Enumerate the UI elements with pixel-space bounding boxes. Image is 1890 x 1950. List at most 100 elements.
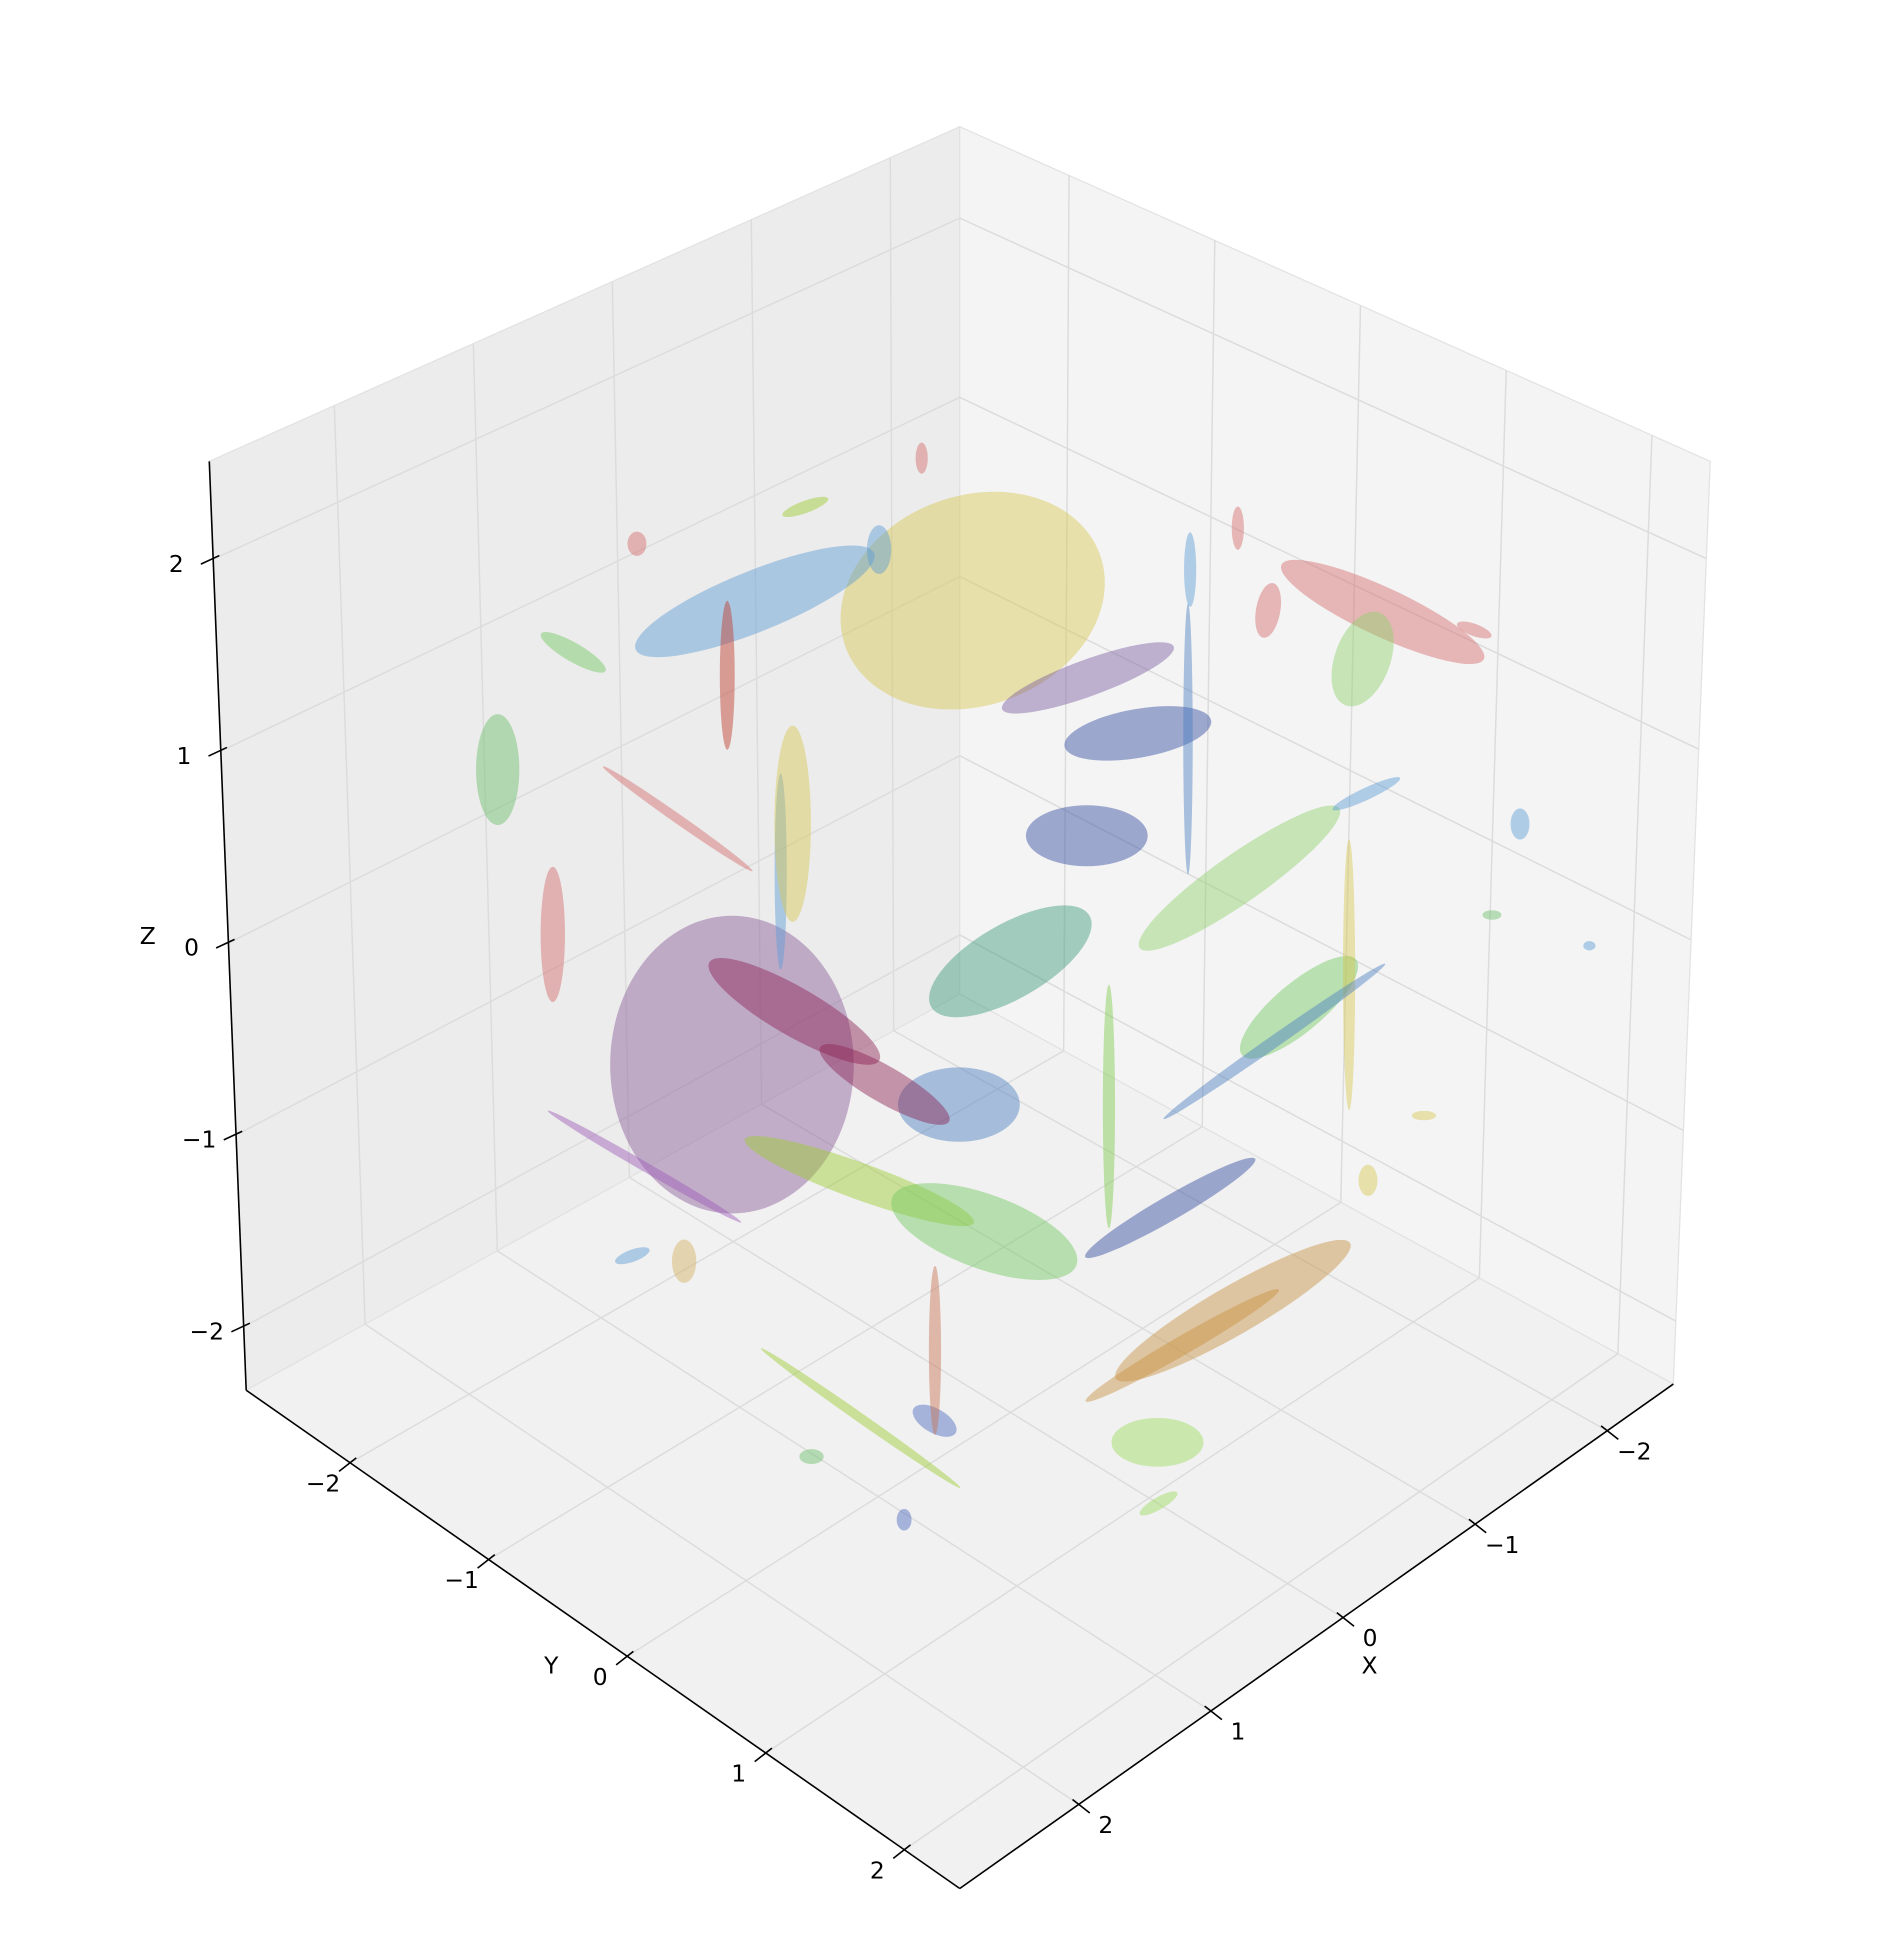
ellipse [1139,1491,1178,1516]
ellipse [1510,808,1530,840]
ellipse [744,1135,974,1227]
z-tick [215,938,235,949]
ellipse [1482,910,1502,920]
grid-line [1201,240,1216,1127]
ellipse [1358,1164,1378,1196]
grid-line [893,1030,1608,1432]
grid-line [1340,305,1362,1203]
grid-line [629,1176,1344,1619]
ellipse [774,725,811,922]
z-tick-label: 1 [176,742,191,770]
x-tick-label: −1 [1485,1531,1519,1559]
ellipse [799,1449,824,1465]
marks [476,442,1596,1531]
grid-line [761,1103,1476,1525]
ellipse [1331,611,1394,707]
y-tick [615,1650,634,1666]
x-tick [1468,1518,1487,1534]
grid-line [959,396,1700,750]
grid-line [1062,175,1070,1051]
grid-line [220,396,961,752]
ellipse [1025,805,1148,867]
ellipse [547,1110,742,1223]
z-axis-label: Z [140,922,156,950]
ellipse [1332,777,1401,811]
ellipse [476,714,520,826]
ellipse [1411,1110,1437,1121]
y-axis-label: Y [543,1652,559,1680]
x-tick-label: 2 [1098,1811,1113,1839]
x-tick-label: −2 [1617,1437,1651,1465]
ellipse [912,1404,957,1437]
ellipse [1231,506,1244,550]
ellipse [627,531,647,556]
ellipse [719,600,735,750]
grid-line [959,934,1677,1322]
ellipse [782,496,829,517]
grid-line [611,281,631,1178]
y-tick-label: 2 [870,1856,885,1884]
x-tick [1204,1705,1223,1721]
ellipse [1583,940,1596,951]
ellipse [896,1508,912,1531]
ellipse [819,1044,950,1125]
ellipse [635,545,875,658]
ellipse [540,866,565,1003]
ellipse [1085,1289,1280,1402]
ellipse [1001,642,1174,714]
z-tick-label: 0 [184,934,199,962]
ellipse [615,1247,650,1265]
ellipse [1111,1417,1204,1467]
grid-line [488,1125,1203,1561]
ellipse [928,1265,942,1436]
grid-line [243,934,961,1328]
ellipse [1239,955,1359,1059]
z-tick-label: −2 [190,1318,224,1346]
ellipse [929,905,1092,1018]
ellipse [866,525,892,574]
z-tick-label: 2 [169,550,184,578]
y-axis-line [245,1389,961,1890]
ellipse [1184,532,1197,607]
ellipse [760,1348,961,1489]
grid-line [903,1353,1619,1851]
x-tick-label: 0 [1363,1624,1378,1652]
grid-line [349,1050,1065,1464]
grid-line [1478,370,1507,1279]
grid-line [235,755,961,1136]
ellipse [1183,603,1193,875]
ellipse [1064,706,1212,761]
z-tick [223,1130,243,1141]
grid-line [364,1323,1080,1806]
y-tick [338,1457,357,1473]
ellipse [708,957,881,1065]
ellipse [1085,1157,1256,1259]
x-tick [1336,1612,1355,1627]
x-tick-label: 1 [1230,1718,1245,1746]
ellipse [840,491,1105,710]
y-tick-label: −2 [306,1469,340,1497]
axes: −2 −1 0 1 2 −2 −1 0 1 2 −2 −1 0 1 2 [169,461,1674,1890]
ellipse [1138,805,1341,951]
grid-line [626,1201,1342,1657]
ellipse [897,1067,1020,1142]
y-tick [477,1553,496,1569]
y-tick [892,1844,911,1860]
grid-line [765,1277,1480,1754]
y-tick-label: 1 [731,1760,746,1788]
grid-line [959,217,1707,560]
grid-line [496,1250,1212,1712]
z-tick [231,1322,251,1333]
z-tick [208,746,228,757]
grid-line [889,157,895,1031]
ellipse [671,1239,697,1283]
y-tick [754,1747,773,1763]
grid-line [959,755,1684,1132]
ellipse [774,773,787,970]
ellipse [1255,582,1282,638]
ellipse [1280,559,1485,665]
ellipse [540,632,606,673]
ellipse [610,915,854,1214]
